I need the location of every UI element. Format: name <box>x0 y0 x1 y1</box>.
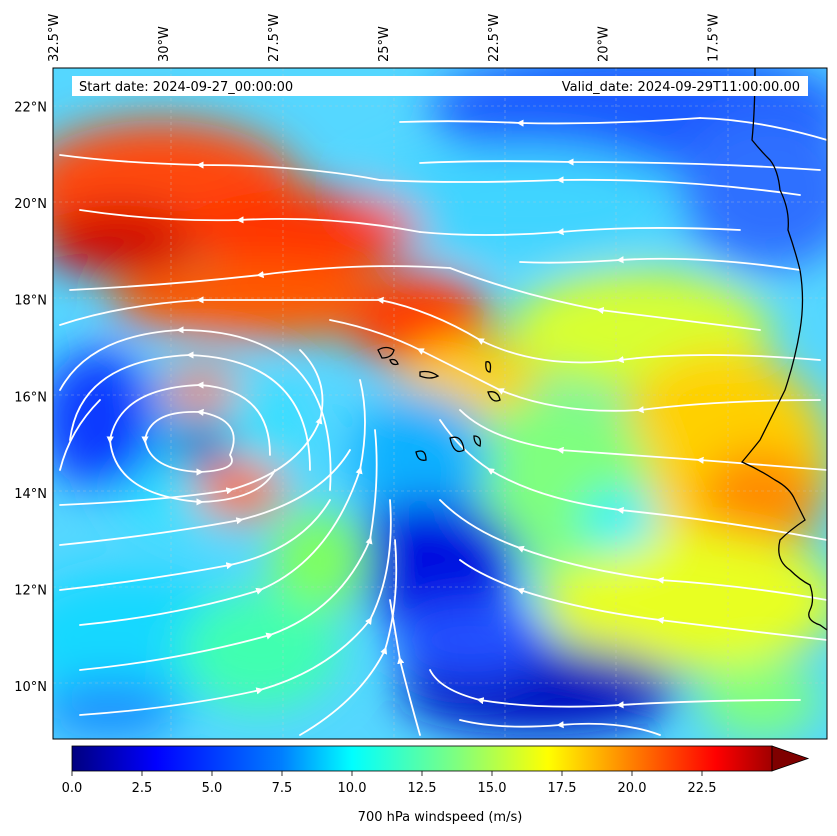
streamline <box>429 669 801 709</box>
africa-coastline <box>740 68 827 631</box>
streamline <box>59 499 331 591</box>
latitude-tick-label: 18°N <box>14 294 47 309</box>
colorbar-tick-label: 12.5 <box>408 781 437 796</box>
colorbar-tick-label: 0.0 <box>62 781 83 796</box>
cape-verde-island <box>487 391 501 402</box>
streamline <box>419 158 821 171</box>
streamline <box>459 559 827 641</box>
colorbar-tick-label: 22.5 <box>688 781 717 796</box>
map-frame <box>52 67 828 740</box>
colorbar-tick-label: 2.5 <box>132 781 153 796</box>
streamline <box>299 539 398 736</box>
colorbar-tick-label: 15.0 <box>478 781 507 796</box>
colorbar-tick-label: 20.0 <box>618 781 647 796</box>
colorbar-ticks: 0.0 2.5 5.0 7.5 10.0 12.5 15.0 17.5 20.0 22.5 <box>62 771 717 796</box>
longitude-tick-label: 25°W <box>377 26 392 62</box>
colorbar-tick-label: 10.0 <box>338 781 367 796</box>
streamline <box>459 719 661 736</box>
latitude-tick-labels: 22°N 20°N 18°N 16°N 14°N 12°N 10°N <box>14 101 47 695</box>
colorbar-tick-label: 7.5 <box>272 781 293 796</box>
cape-verde-island <box>377 346 395 359</box>
streamline <box>419 227 741 236</box>
streamline <box>699 117 827 141</box>
streamline <box>59 296 821 364</box>
cape-verde-island <box>389 358 399 366</box>
map-panel <box>53 68 827 739</box>
cape-verde-island <box>449 436 465 453</box>
cape-verde-island <box>473 435 482 447</box>
streamlines <box>59 117 827 736</box>
streamline <box>519 256 801 271</box>
colorbar: 0.0 2.5 5.0 7.5 10.0 12.5 15.0 17.5 20.0 22.5 700… <box>62 745 810 825</box>
latitude-tick-label: 20°N <box>14 197 47 212</box>
streamline <box>79 499 392 716</box>
start-date-label: Start date: 2024-09-27_00:00:00 <box>79 80 293 95</box>
streamline <box>69 351 311 471</box>
streamline <box>379 176 801 196</box>
streamline <box>329 319 821 414</box>
valid-date-label: Valid_date: 2024-09-29T11:00:00.00 <box>562 80 800 95</box>
longitude-tick-label: 17.5°W <box>707 14 722 62</box>
colorbar-gradient <box>71 745 773 772</box>
longitude-tick-label: 27.5°W <box>267 14 282 62</box>
longitude-tick-label: 20°W <box>597 26 612 62</box>
latitude-tick-label: 16°N <box>14 390 47 405</box>
date-info-box: Start date: 2024-09-27_00:00:00 Valid_da… <box>72 76 808 96</box>
latitude-tick-label: 10°N <box>14 680 47 695</box>
streamline <box>106 381 276 506</box>
latitude-tick-label: 22°N <box>14 101 47 116</box>
longitude-tick-label: 22.5°W <box>487 14 502 62</box>
streamline <box>439 419 827 541</box>
colorbar-label: 700 hPa windspeed (m/s) <box>358 810 523 825</box>
streamline <box>59 326 332 491</box>
streamline <box>439 499 827 601</box>
longitude-tick-label: 32.5°W <box>47 14 62 62</box>
streamline <box>59 399 101 471</box>
streamline <box>59 154 381 181</box>
streamline <box>79 209 421 233</box>
coastlines <box>377 68 827 631</box>
cape-verde-island <box>419 370 440 379</box>
latitude-tick-label: 12°N <box>14 583 47 598</box>
streamline <box>399 117 701 127</box>
cape-verde-island <box>415 450 427 461</box>
streamline <box>69 265 451 291</box>
colorbar-tick-label: 5.0 <box>202 781 223 796</box>
longitude-tick-labels: 32.5°W 30°W 27.5°W 25°W 22.5°W 20°W 17.5°W <box>47 14 722 62</box>
streamline <box>459 409 827 471</box>
longitude-tick-label: 30°W <box>157 26 172 62</box>
colorbar-extend-arrow <box>771 745 810 772</box>
latitude-tick-label: 14°N <box>14 487 47 502</box>
cape-verde-island <box>485 361 492 373</box>
streamline <box>389 599 421 736</box>
streamline <box>79 429 378 671</box>
colorbar-tick-label: 17.5 <box>548 781 577 796</box>
wind-speed-field <box>53 68 827 739</box>
